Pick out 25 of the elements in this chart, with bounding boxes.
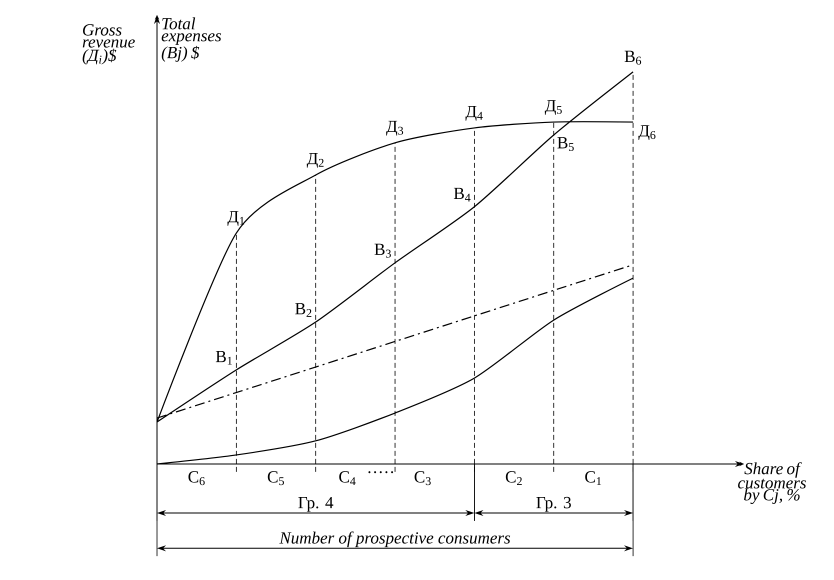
- text: Number of prospective consumers: [279, 532, 510, 548]
- annotation: B$_{3}$: [374, 244, 391, 258]
- text: Гр. 3: [536, 496, 571, 512]
- text: C$_{3}$: [414, 471, 431, 486]
- annotation: B$_{2}$: [295, 303, 312, 317]
- text: C$_{4}$: [339, 471, 356, 486]
- annotation: Д$_{4}$: [465, 106, 483, 121]
- annotation: Д$_{3}$: [386, 120, 404, 136]
- text: Гр. 4: [298, 497, 334, 512]
- annotation: Д$_{6}$: [638, 125, 656, 140]
- annotation: B$_{1}$: [216, 350, 232, 365]
- x-axis-title: Share of customers by Cj, %: [738, 462, 806, 504]
- text: Total expenses (Bj) $: [162, 17, 222, 62]
- text: C$_{6}$: [188, 471, 205, 486]
- text: C$_{1}$: [585, 471, 602, 486]
- text: Gross revenue (Д$_{i}$)$: [82, 24, 135, 65]
- annotation: B$_{4}$: [454, 188, 471, 202]
- text: C$_{2}$: [506, 471, 522, 486]
- annotation: Д$_{2}$: [306, 153, 324, 168]
- annotation: Д$_{1}$: [227, 211, 244, 226]
- text: C$_{5}$: [268, 471, 284, 486]
- text: B$_{6}$: [624, 50, 642, 65]
- text: ·····: [368, 471, 394, 474]
- annotation: Д$_{5}$: [544, 100, 562, 115]
- annotation: B$_{5}$: [557, 137, 574, 152]
